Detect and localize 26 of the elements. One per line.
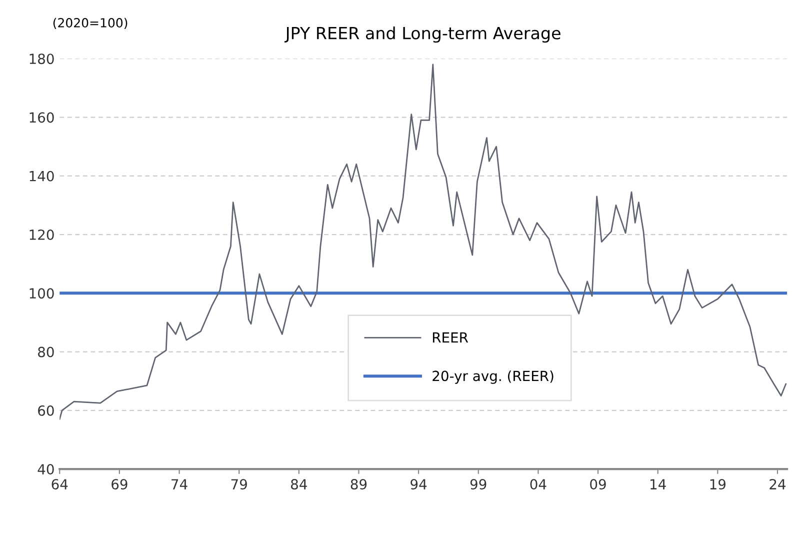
y-tick-label: 60 [38, 405, 54, 416]
legend-label: REER [432, 332, 468, 343]
x-tick-label: 99 [470, 479, 486, 490]
y-tick-label: 40 [38, 464, 54, 475]
x-tick-label: 24 [770, 479, 786, 490]
x-tick-label: 09 [590, 479, 606, 490]
x-tick-label: 94 [410, 479, 427, 490]
y-tick-label: 120 [30, 229, 54, 240]
y-tick-label: 100 [30, 288, 54, 299]
chart-title: JPY REER and Long-term Average [284, 26, 560, 43]
y-axis-title: (2020=100) [53, 18, 128, 29]
x-tick-label: 84 [291, 479, 307, 490]
y-tick-label: 140 [30, 170, 54, 182]
x-tick-label: 04 [530, 479, 546, 490]
line-series [60, 64, 787, 420]
y-tick-label: 160 [30, 112, 54, 123]
x-tick-label: 64 [52, 479, 68, 490]
x-tick-label: 74 [172, 479, 188, 490]
x-tick-label: 19 [710, 479, 726, 490]
x-tick-label: 14 [650, 479, 666, 490]
y-tick-label: 80 [38, 346, 54, 358]
legend-label: 20-yr avg. (REER) [432, 370, 554, 384]
x-tick-label: 79 [231, 479, 247, 490]
y-tick-label: 180 [30, 54, 54, 64]
x-tick-label: 69 [112, 479, 128, 490]
x-tick-label: 89 [350, 479, 367, 490]
